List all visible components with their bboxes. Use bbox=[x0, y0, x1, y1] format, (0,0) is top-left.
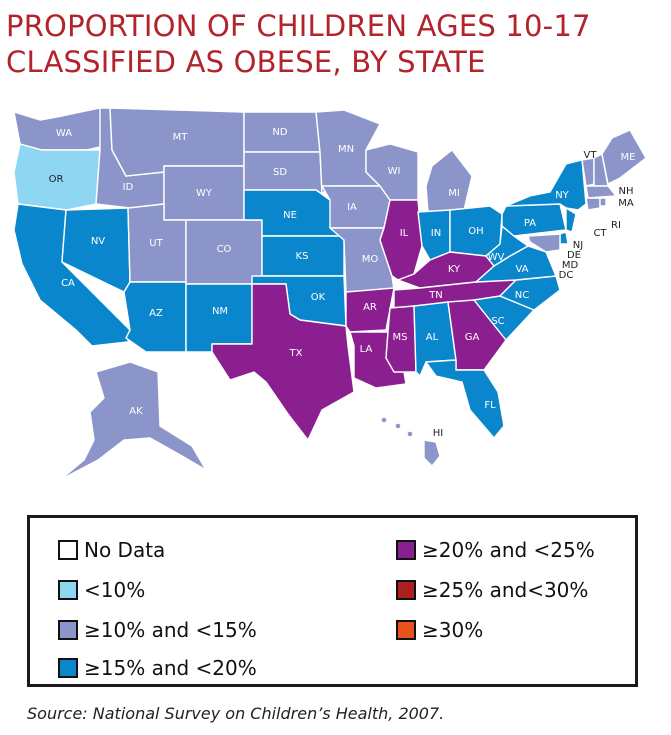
state-me bbox=[601, 129, 647, 185]
legend: No Data <10% ≥10% and <15% ≥15% and <20%… bbox=[27, 515, 638, 687]
label-nm: NM bbox=[212, 306, 228, 317]
map-title: PROPORTION OF CHILDREN AGES 10-17 CLASSI… bbox=[6, 8, 666, 80]
label-hi: HI bbox=[433, 428, 443, 439]
legend-label: ≥20% and <25% bbox=[422, 538, 595, 562]
label-dc: DC bbox=[559, 270, 574, 281]
label-wv: WV bbox=[488, 252, 505, 263]
legend-label: ≥25% and<30% bbox=[422, 578, 589, 602]
state-de bbox=[559, 231, 569, 245]
label-ct: CT bbox=[593, 228, 607, 239]
legend-swatch bbox=[396, 620, 416, 640]
state-md bbox=[527, 233, 561, 253]
label-la: LA bbox=[360, 344, 373, 355]
state-tx bbox=[211, 283, 355, 441]
state-nm bbox=[185, 283, 253, 353]
legend-swatch bbox=[396, 540, 416, 560]
label-sc: SC bbox=[491, 316, 504, 327]
label-nh: NH bbox=[619, 186, 634, 197]
legend-item-15-20: ≥15% and <20% bbox=[58, 656, 257, 680]
label-nc: NC bbox=[515, 290, 529, 301]
label-oh: OH bbox=[468, 226, 483, 237]
state-wv bbox=[485, 225, 529, 267]
legend-label: No Data bbox=[84, 538, 166, 562]
state-ct bbox=[585, 197, 601, 211]
label-mn: MN bbox=[338, 144, 354, 155]
state-nc bbox=[499, 275, 561, 311]
legend-label: <10% bbox=[84, 578, 146, 602]
us-map: WA OR CA NV ID MT WY UT CO AZ NM ND SD N… bbox=[13, 107, 647, 481]
label-al: AL bbox=[426, 332, 439, 343]
state-hi bbox=[423, 439, 441, 467]
title-line-1: PROPORTION OF CHILDREN AGES 10-17 bbox=[6, 9, 591, 43]
label-md: MD bbox=[562, 260, 579, 271]
legend-item-20-25: ≥20% and <25% bbox=[396, 538, 595, 562]
label-ny: NY bbox=[555, 190, 569, 201]
legend-swatch bbox=[58, 620, 78, 640]
label-ok: OK bbox=[311, 292, 326, 303]
label-in: IN bbox=[431, 228, 441, 239]
legend-item-no-data: No Data bbox=[58, 538, 165, 562]
label-ut: UT bbox=[149, 238, 163, 249]
label-pa: PA bbox=[524, 218, 536, 229]
state-hi-island-b bbox=[394, 422, 402, 430]
label-tn: TN bbox=[428, 290, 443, 301]
label-ri: RI bbox=[611, 220, 621, 231]
label-mo: MO bbox=[362, 254, 379, 265]
state-mi bbox=[425, 149, 473, 213]
label-wa: WA bbox=[56, 128, 72, 139]
legend-swatch bbox=[58, 540, 78, 560]
label-ma: MA bbox=[618, 198, 634, 209]
label-wi: WI bbox=[388, 166, 401, 177]
label-mt: MT bbox=[173, 132, 189, 143]
state-ma bbox=[585, 185, 617, 199]
state-ar bbox=[345, 287, 395, 333]
title-line-2: CLASSIFIED AS OBESE, BY STATE bbox=[6, 45, 486, 79]
label-id: ID bbox=[123, 182, 134, 193]
label-or: OR bbox=[49, 174, 64, 185]
label-nv: NV bbox=[91, 236, 105, 247]
label-ks: KS bbox=[296, 251, 309, 262]
state-ak bbox=[59, 361, 207, 481]
label-ak: AK bbox=[129, 406, 143, 417]
legend-item-10-15: ≥10% and <15% bbox=[58, 618, 257, 642]
legend-item-lt10: <10% bbox=[58, 578, 145, 602]
state-ny bbox=[505, 159, 587, 211]
label-nd: ND bbox=[272, 127, 287, 138]
source-note: Source: National Survey on Children’s He… bbox=[27, 704, 445, 723]
label-az: AZ bbox=[149, 308, 163, 319]
state-fl bbox=[425, 359, 505, 439]
label-ne: NE bbox=[283, 210, 297, 221]
label-nj: NJ bbox=[573, 240, 583, 251]
label-ca: CA bbox=[61, 278, 75, 289]
state-hi-island-a bbox=[380, 416, 388, 424]
legend-item-ge30: ≥30% bbox=[396, 618, 483, 642]
legend-item-25-30: ≥25% and<30% bbox=[396, 578, 588, 602]
legend-label: ≥10% and <15% bbox=[84, 618, 257, 642]
label-fl: FL bbox=[484, 400, 496, 411]
label-ar: AR bbox=[363, 302, 377, 313]
label-ia: IA bbox=[347, 202, 357, 213]
label-vt: VT bbox=[584, 150, 598, 161]
label-de: DE bbox=[567, 250, 581, 261]
legend-swatch bbox=[58, 658, 78, 678]
label-sd: SD bbox=[273, 167, 287, 178]
label-ky: KY bbox=[448, 264, 461, 275]
label-mi: MI bbox=[448, 188, 460, 199]
legend-swatch bbox=[58, 580, 78, 600]
state-nj bbox=[565, 207, 577, 233]
label-co: CO bbox=[217, 244, 232, 255]
state-ri bbox=[599, 197, 607, 207]
label-tx: TX bbox=[289, 348, 303, 359]
label-va: VA bbox=[515, 264, 528, 275]
label-il: IL bbox=[400, 228, 409, 239]
label-wy: WY bbox=[196, 188, 213, 199]
legend-label: ≥30% bbox=[422, 618, 484, 642]
label-ms: MS bbox=[393, 332, 408, 343]
label-me: ME bbox=[621, 152, 636, 163]
legend-swatch bbox=[396, 580, 416, 600]
legend-label: ≥15% and <20% bbox=[84, 656, 257, 680]
state-hi-island-c bbox=[406, 430, 414, 438]
label-ga: GA bbox=[465, 332, 480, 343]
